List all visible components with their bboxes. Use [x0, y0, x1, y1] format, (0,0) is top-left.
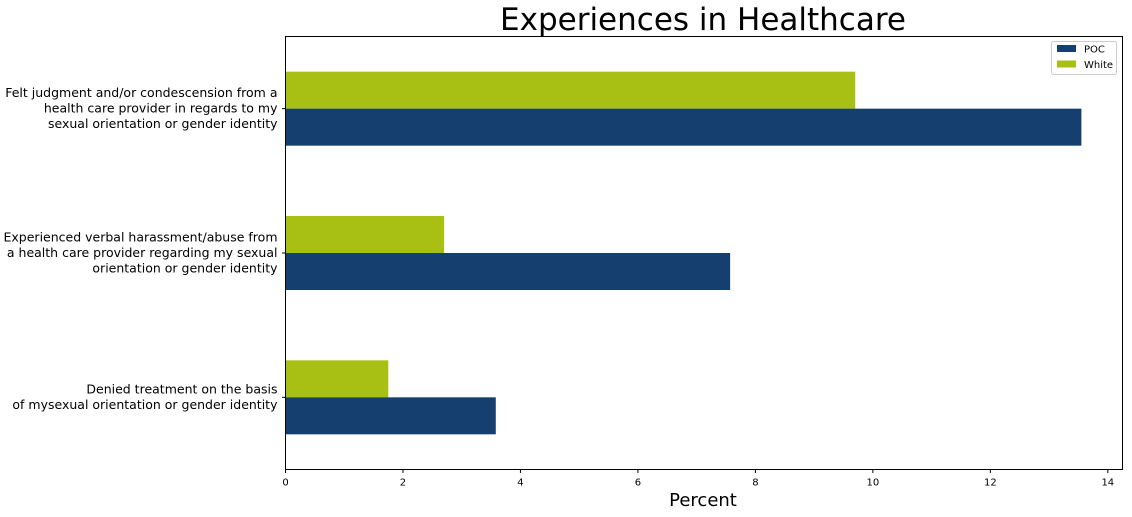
x-tick-label: 4	[517, 478, 523, 489]
category-label-1: Experienced verbal harassment/abuse from…	[4, 230, 279, 276]
category-label-line: Denied treatment on the basis	[86, 382, 277, 397]
category-labels: Felt judgment and/or condescension from …	[4, 85, 286, 412]
category-label-line: health care provider in regards to my	[44, 101, 278, 116]
x-tick-label: 12	[984, 478, 997, 489]
chart-title: Experiences in Healthcare	[500, 2, 906, 38]
category-label-0: Felt judgment and/or condescension from …	[5, 85, 278, 131]
bar-poc-2	[285, 397, 496, 435]
bar-white-0	[285, 71, 856, 109]
category-label-2: Denied treatment on the basis of mysexual…	[12, 382, 278, 413]
x-tick-label: 6	[635, 478, 641, 489]
bar-poc-0	[285, 108, 1082, 146]
legend-label-poc: POC	[1084, 45, 1105, 56]
legend-swatch-white	[1057, 60, 1076, 68]
category-label-line: a health care provider regarding my sexu…	[7, 245, 278, 260]
category-label-line: Felt judgment and/or condescension from …	[5, 85, 277, 100]
x-tick-label: 10	[867, 478, 880, 489]
x-axis-label: Percent	[669, 490, 737, 511]
bar-white-1	[285, 216, 445, 253]
category-label-line: orientation or gender identity	[92, 261, 278, 276]
bar-white-2	[285, 360, 389, 398]
bar-poc-1	[285, 253, 731, 290]
legend: POC White	[1051, 41, 1117, 75]
x-tick-label: 8	[752, 478, 758, 489]
x-tick-label: 2	[400, 478, 406, 489]
legend-label-white: White	[1084, 60, 1113, 71]
legend-swatch-poc	[1057, 45, 1076, 52]
bars-group	[285, 71, 1082, 435]
x-tick-label: 14	[1101, 478, 1114, 489]
x-axis-ticks: 0 2 4 6 8 10 12 14	[282, 469, 1114, 489]
category-label-line: sexual orientation or gender identity	[48, 116, 278, 131]
category-label-line: Experienced verbal harassment/abuse from	[4, 230, 278, 245]
x-tick-label: 0	[282, 478, 288, 489]
category-label-line: of mysexual orientation or gender identi…	[12, 397, 278, 412]
